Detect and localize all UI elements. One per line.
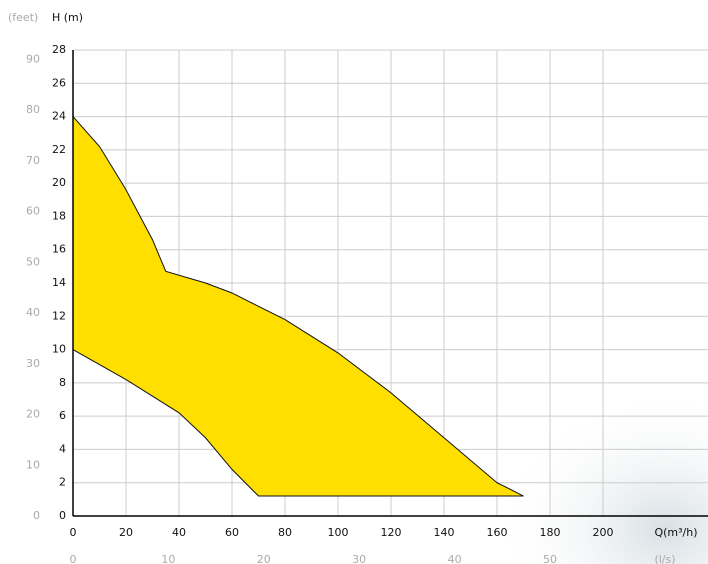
y-tick-label: 4	[59, 442, 66, 455]
y-tick-label: 14	[52, 276, 66, 289]
y-tick-label: 18	[52, 209, 66, 222]
x-tick-label: 100	[328, 526, 349, 539]
chart: (feet) H (m) Q(m³/h) (l/s) 0246810121416…	[0, 0, 708, 564]
y-tick-label: 10	[52, 343, 66, 356]
y-axis-label: H (m)	[52, 11, 83, 24]
y-tick-label: 12	[52, 309, 66, 322]
x2-tick-label: 10	[161, 553, 175, 564]
x2-tick-label: 50	[543, 553, 557, 564]
x-tick-label: 0	[70, 526, 77, 539]
y-tick-label: 6	[59, 409, 66, 422]
y2-tick-label: 80	[26, 103, 40, 116]
x-tick-label: 180	[540, 526, 561, 539]
y2-tick-label: 20	[26, 408, 40, 421]
y2-tick-label: 60	[26, 205, 40, 218]
x-tick-label: 200	[593, 526, 614, 539]
y2-tick-label: 90	[26, 52, 40, 65]
y-tick-label: 24	[52, 110, 66, 123]
y-tick-label: 0	[59, 509, 66, 522]
y2-tick-label: 50	[26, 255, 40, 268]
x-tick-label: 120	[381, 526, 402, 539]
y-tick-label: 22	[52, 143, 66, 156]
x2-tick-label: 40	[448, 553, 462, 564]
x-tick-label: 140	[434, 526, 455, 539]
y2-tick-label: 30	[26, 357, 40, 370]
x-axis-label: Q(m³/h)	[654, 526, 697, 539]
y2-tick-label: 70	[26, 154, 40, 167]
y-tick-label: 26	[52, 76, 66, 89]
x-tick-label: 80	[278, 526, 292, 539]
x-tick-label: 20	[119, 526, 133, 539]
x2-tick-label: 30	[352, 553, 366, 564]
y2-axis-label: (feet)	[8, 11, 38, 24]
y2-tick-label: 40	[26, 306, 40, 319]
x2-tick-label: 20	[257, 553, 271, 564]
x-tick-label: 60	[225, 526, 239, 539]
x2-axis-label: (l/s)	[654, 553, 675, 564]
y2-tick-label: 10	[26, 458, 40, 471]
y-tick-label: 8	[59, 376, 66, 389]
x-tick-label: 160	[487, 526, 508, 539]
y-tick-label: 16	[52, 243, 66, 256]
y-tick-label: 2	[59, 476, 66, 489]
y-tick-label: 28	[52, 43, 66, 56]
y2-tick-label: 0	[33, 509, 40, 522]
x2-tick-label: 0	[70, 553, 77, 564]
x-tick-label: 40	[172, 526, 186, 539]
y-tick-label: 20	[52, 176, 66, 189]
